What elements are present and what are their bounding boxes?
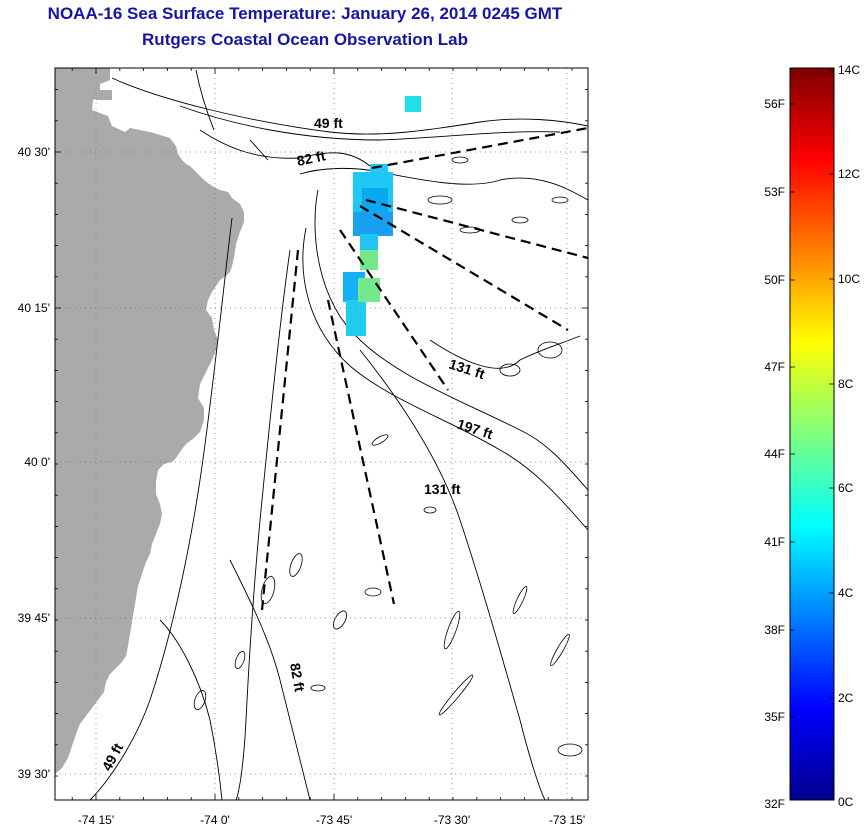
- colorbar-f-label: 44F: [764, 447, 785, 461]
- colorbar-f-label: 35F: [764, 710, 785, 724]
- colorbar-f-label: 38F: [764, 623, 785, 637]
- colorbar-c-label: 4C: [838, 586, 854, 600]
- colorbar-c-label: 0C: [838, 795, 854, 809]
- dashed-tracks: [260, 126, 588, 611]
- contour-label: 82 ft: [287, 662, 308, 693]
- colorbar-f-label: 41F: [764, 535, 785, 549]
- lat-tick-label: 39 30': [18, 767, 50, 781]
- bathymetry-contours: [89, 69, 588, 800]
- lon-tick-label: -74 15': [78, 813, 114, 827]
- colorbar-f-label: 50F: [764, 273, 785, 287]
- colorbar-f-label: 53F: [764, 185, 785, 199]
- lat-tick-label: 40 15': [18, 301, 50, 315]
- contour-label: 82 ft: [295, 147, 327, 169]
- contour-label: 131 ft: [447, 356, 487, 383]
- land-new-jersey: [55, 68, 244, 774]
- map-grid: [55, 68, 588, 800]
- map-subtitle: Rutgers Coastal Ocean Observation Lab: [142, 30, 468, 49]
- colorbar: [789, 67, 835, 801]
- colorbar-f-label: 56F: [764, 97, 785, 111]
- contour-label: 49 ft: [314, 115, 343, 131]
- sst-pixels: [343, 96, 421, 336]
- lon-tick-label: -73 30': [434, 813, 470, 827]
- colorbar-c-label: 10C: [838, 272, 860, 286]
- colorbar-c-label: 6C: [838, 481, 854, 495]
- lat-tick-label: 39 45': [18, 611, 50, 625]
- map-title: NOAA-16 Sea Surface Temperature: January…: [47, 4, 563, 23]
- colorbar-f-label: 32F: [764, 797, 785, 811]
- map-frame: [54, 67, 589, 801]
- colorbar-c-label: 12C: [838, 167, 860, 181]
- colorbar-ticks: [790, 69, 834, 801]
- contour-label: 197 ft: [455, 416, 495, 443]
- colorbar-c-label: 14C: [838, 63, 860, 77]
- colorbar-f-label: 47F: [764, 360, 785, 374]
- colorbar-c-label: 8C: [838, 377, 854, 391]
- lon-tick-label: -74 0': [200, 813, 230, 827]
- contour-label: 131 ft: [424, 481, 461, 497]
- frame-ticks: [55, 68, 588, 800]
- colorbar-c-label: 2C: [838, 691, 854, 705]
- lat-tick-label: 40 0': [24, 455, 50, 469]
- lat-tick-label: 40 30': [18, 145, 50, 159]
- lon-tick-label: -73 15': [549, 813, 585, 827]
- land-patch-north: [96, 90, 112, 100]
- shoal-features: [193, 156, 583, 757]
- lon-tick-label: -73 45': [316, 813, 352, 827]
- contour-label: 49 ft: [99, 740, 127, 773]
